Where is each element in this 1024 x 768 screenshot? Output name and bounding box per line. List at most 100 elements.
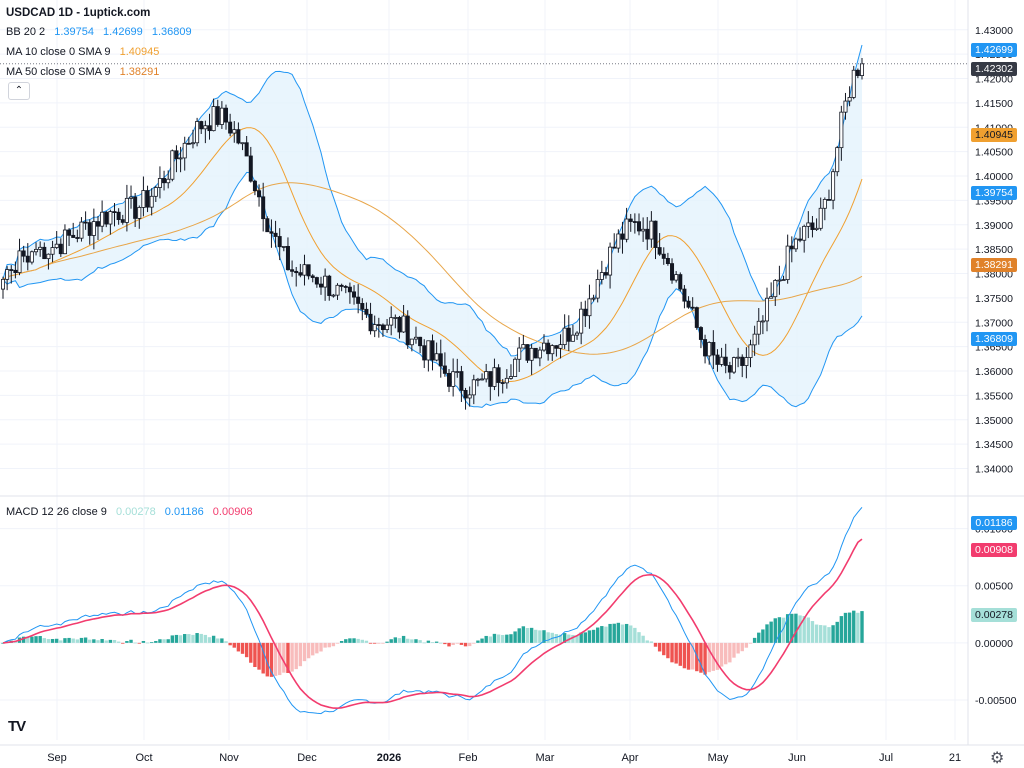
candle-body — [281, 245, 286, 248]
candle-body — [426, 340, 431, 361]
macd-legend[interactable]: MACD 12 26 close 9 0.00278 0.01186 0.009… — [6, 505, 259, 519]
candle-body — [529, 347, 534, 361]
price-tick-label: 1.41500 — [975, 98, 1013, 110]
macd-hist-bar — [794, 613, 798, 643]
candle-body — [294, 270, 299, 274]
candle-body — [798, 238, 803, 241]
macd-hist-bar — [224, 641, 228, 643]
candle-body — [166, 178, 171, 184]
macd-hist-value: 0.00278 — [115, 506, 156, 518]
candle-body — [199, 121, 204, 130]
candle-body — [835, 147, 840, 173]
macd-hist-bar — [534, 629, 538, 643]
ma10-legend[interactable]: MA 10 close 0 SMA 9 1.40945 — [6, 45, 165, 59]
candle-body — [83, 221, 88, 224]
candle-body — [17, 250, 22, 273]
bb-legend[interactable]: BB 20 2 1.39754 1.42699 1.36809 — [6, 25, 198, 39]
candle-body — [814, 227, 819, 230]
macd-hist-bar — [790, 613, 794, 643]
macd-hist-bar — [183, 634, 187, 643]
time-tick-label: 21 — [949, 752, 961, 764]
macd-hist-bar — [653, 642, 658, 647]
candle-body — [310, 275, 315, 278]
macd-hist-bar — [133, 642, 137, 644]
candle-body — [393, 317, 398, 319]
macd-hist-bar — [703, 642, 707, 675]
candle-body — [670, 263, 675, 281]
macd-hist-bar — [71, 638, 75, 643]
macd-hist-bar — [277, 642, 282, 676]
candle-body — [628, 218, 633, 222]
candle-body — [149, 195, 154, 208]
candle-body — [120, 219, 125, 223]
candle-body — [129, 196, 134, 199]
candle-body — [542, 342, 547, 351]
tag-bb-basis: 1.39754 — [971, 186, 1017, 200]
candle-body — [525, 344, 530, 361]
candle-body — [62, 229, 67, 255]
price-tick-label: 1.38500 — [975, 244, 1013, 256]
macd-hist-bar — [616, 622, 621, 643]
candle-body — [587, 298, 592, 317]
tradingview-logo[interactable]: TV — [8, 718, 26, 735]
macd-hist-bar — [732, 642, 736, 658]
candle-body — [719, 356, 724, 365]
candle-body — [723, 356, 728, 366]
macd-hist-bar — [79, 637, 84, 643]
candle-body — [504, 377, 509, 384]
candle-body — [546, 342, 551, 355]
candle-body — [75, 237, 80, 239]
macd-hist-bar — [46, 639, 51, 643]
candle-body — [806, 222, 811, 227]
candle-body — [851, 69, 856, 98]
candle-body — [186, 142, 191, 145]
macd-hist-bar — [232, 642, 236, 648]
candle-body — [244, 142, 249, 157]
macd-hist-bar — [393, 637, 398, 643]
candle-body — [277, 236, 282, 248]
ma10-label: MA 10 close 0 SMA 9 — [6, 46, 111, 58]
candle-body — [781, 279, 786, 282]
candle-body — [649, 220, 654, 240]
macd-hist-bar — [645, 640, 649, 643]
candle-body — [802, 225, 807, 241]
candle-body — [79, 221, 84, 239]
macd-hist-bar — [372, 642, 377, 644]
candle-body — [42, 246, 47, 260]
macd-hist-bar — [216, 638, 220, 643]
macd-hist-bar — [249, 642, 253, 663]
candle-body — [224, 107, 229, 123]
time-tick-label: Nov — [219, 752, 239, 764]
candle-body — [484, 371, 489, 380]
macd-hist-bar — [798, 615, 802, 643]
candle-body — [583, 308, 588, 317]
macd-hist-bar — [282, 642, 286, 673]
candle-body — [459, 371, 464, 391]
macd-hist-bar — [843, 612, 848, 643]
macd-hist-bar — [253, 642, 257, 668]
macd-hist-bar — [463, 642, 468, 647]
candle-body — [236, 129, 241, 144]
candle-body — [537, 349, 542, 359]
candle-body — [422, 345, 427, 361]
candle-body — [591, 297, 596, 300]
chevron-up-icon[interactable]: ⌃ — [8, 82, 30, 100]
macd-hist-bar — [125, 641, 129, 643]
time-tick-label: 2026 — [377, 752, 401, 764]
candle-body — [765, 297, 770, 322]
ma50-legend[interactable]: MA 50 close 0 SMA 9 1.38291 — [6, 65, 165, 79]
candle-body — [207, 125, 212, 132]
macd-hist-bar — [641, 635, 645, 643]
price-tick-label: 1.43000 — [975, 25, 1013, 37]
macd-hist-bar — [352, 638, 356, 643]
candle-body — [306, 264, 311, 277]
macd-hist-bar — [112, 640, 117, 643]
macd-hist-bar — [810, 621, 815, 643]
candle-body — [500, 382, 505, 384]
gear-icon[interactable]: ⚙ — [990, 750, 1005, 767]
candle-body — [21, 250, 26, 257]
candle-body — [678, 274, 683, 290]
tag-ma10: 1.40945 — [971, 128, 1017, 142]
macd-hist-bar — [472, 642, 476, 644]
